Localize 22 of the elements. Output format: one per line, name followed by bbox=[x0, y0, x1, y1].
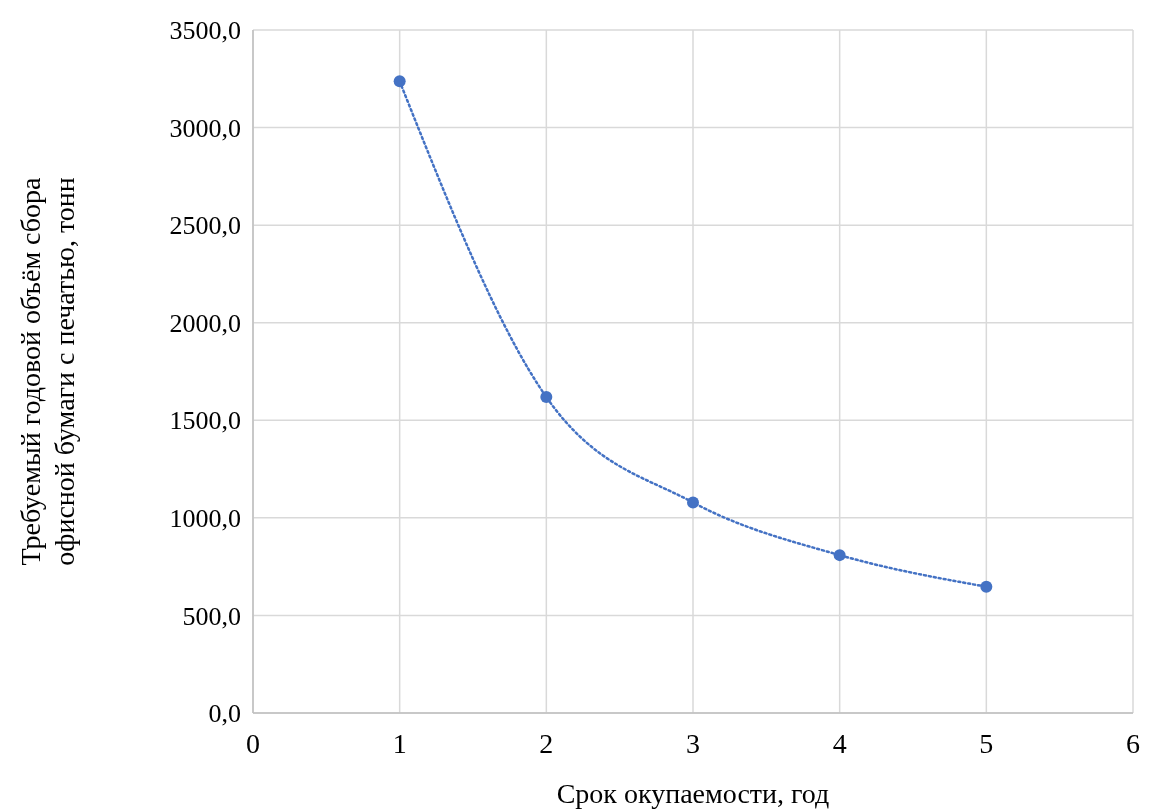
y-axis-title: Требуемый годовой объём сбора офисной бумаги с печатью, тонн bbox=[15, 176, 80, 566]
point bbox=[980, 580, 993, 593]
point bbox=[540, 391, 553, 404]
x-tick-label: 1 bbox=[392, 728, 407, 759]
y-tick-label: 3500,0 bbox=[169, 16, 241, 46]
x-tick-label: 4 bbox=[832, 728, 847, 759]
x-tick-label: 6 bbox=[1126, 728, 1140, 759]
y-tick-label: 0,0 bbox=[208, 699, 241, 729]
y-tick-label: 1500,0 bbox=[169, 406, 241, 436]
x-tick-label: 5 bbox=[979, 728, 994, 759]
y-tick-label: 2500,0 bbox=[169, 211, 241, 241]
x-axis-title: Срок окупаемости, год bbox=[556, 778, 830, 809]
y-tick-label: 1000,0 bbox=[169, 503, 241, 533]
x-tick-label: 2 bbox=[539, 728, 554, 759]
y-tick-label: 500,0 bbox=[182, 601, 241, 631]
x-tick-label: 3 bbox=[686, 728, 700, 759]
y-tick-label: 2000,0 bbox=[169, 308, 241, 338]
point bbox=[687, 496, 699, 509]
x-tick-label: 0 bbox=[246, 728, 260, 759]
y-tick-label: 3000,0 bbox=[169, 113, 241, 143]
point bbox=[833, 549, 846, 562]
point bbox=[393, 75, 406, 88]
